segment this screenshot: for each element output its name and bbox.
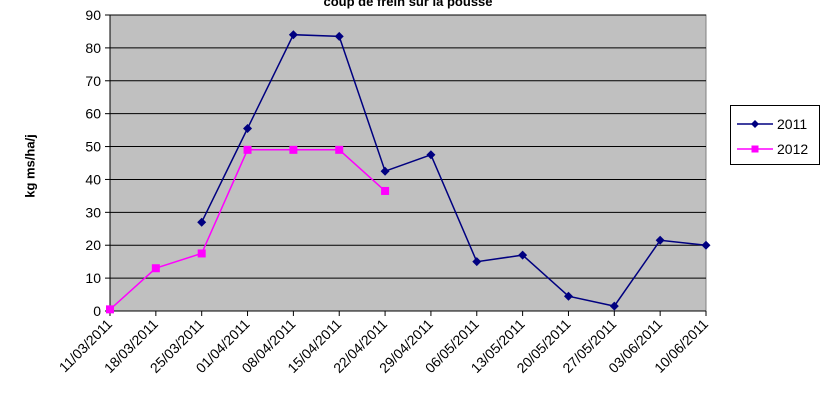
data-point-2012 xyxy=(335,145,344,154)
legend-entry-2012: 2012 xyxy=(731,139,819,159)
legend-label-2011: 2011 xyxy=(777,116,808,132)
data-point-2012 xyxy=(106,305,114,314)
data-point-2011 xyxy=(197,217,207,227)
legend: 2011 2012 xyxy=(730,105,820,165)
y-tick-label: 10 xyxy=(85,270,101,286)
y-tick-label: 30 xyxy=(85,204,101,220)
data-point-2012 xyxy=(289,145,298,154)
data-point-2011 xyxy=(288,30,298,40)
legend-entry-2011: 2011 xyxy=(731,114,819,134)
series-line-2011 xyxy=(201,33,707,307)
data-point-2012 xyxy=(381,186,390,195)
y-axis-label: kg ms/ha/j xyxy=(22,134,38,198)
y-tick-label: 20 xyxy=(85,237,101,253)
y-tick-label: 80 xyxy=(85,40,101,56)
data-point-2011 xyxy=(334,31,344,41)
data-point-2011 xyxy=(243,123,253,133)
y-tick-label: 0 xyxy=(93,303,101,319)
legend-swatch-2012 xyxy=(737,145,773,153)
data-point-2011 xyxy=(518,250,528,260)
data-point-2012 xyxy=(151,264,160,273)
data-point-2011 xyxy=(655,235,665,245)
data-point-2011 xyxy=(426,150,436,160)
chart-title: coup de frein sur la pousse xyxy=(323,0,493,9)
data-point-2011 xyxy=(472,257,482,267)
data-point-2011 xyxy=(609,301,619,311)
y-tick-label: 50 xyxy=(85,139,101,155)
data-point-2011 xyxy=(563,291,573,301)
data-point-2011 xyxy=(701,240,711,250)
data-point-2012 xyxy=(197,249,206,258)
legend-label-2012: 2012 xyxy=(777,141,809,157)
legend-swatch-2011 xyxy=(737,120,773,128)
y-tick-label: 40 xyxy=(85,171,101,187)
data-point-2011 xyxy=(380,166,390,176)
y-tick-label: 90 xyxy=(85,7,101,23)
y-tick-label: 60 xyxy=(85,106,101,122)
y-tick-label: 70 xyxy=(85,73,101,89)
data-point-2012 xyxy=(243,145,252,154)
